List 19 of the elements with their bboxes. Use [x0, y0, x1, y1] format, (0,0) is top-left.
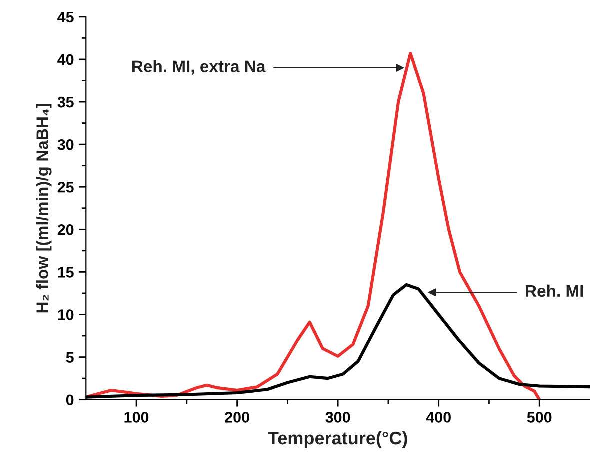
x-tick-label: 200 — [225, 412, 250, 423]
y-tick-label: 35 — [58, 96, 74, 108]
y-tick-label: 0 — [66, 394, 74, 406]
x-tick-label: 500 — [527, 412, 552, 423]
y-tick-label: 5 — [66, 352, 74, 363]
y-tick-label: 20 — [58, 224, 74, 236]
annotation: Reh. MI — [526, 284, 584, 298]
x-tick-label: 100 — [124, 412, 149, 423]
x-axis-title: Temperature(°C) — [268, 431, 408, 448]
y-axis-title: H₂ flow [(ml/min)/g NaBH₄] — [36, 104, 52, 313]
y-tick-label: 40 — [58, 54, 74, 66]
y-tick-label: 30 — [58, 139, 74, 150]
x-tick-label: 300 — [326, 412, 350, 423]
y-tick-label: 25 — [58, 182, 74, 193]
annotation: Reh. MI, extra Na — [132, 60, 266, 75]
y-tick-label: 10 — [58, 310, 74, 320]
y-tick-label: 15 — [58, 267, 74, 278]
y-tick-label: 45 — [58, 12, 74, 23]
x-tick-label: 400 — [426, 412, 451, 423]
